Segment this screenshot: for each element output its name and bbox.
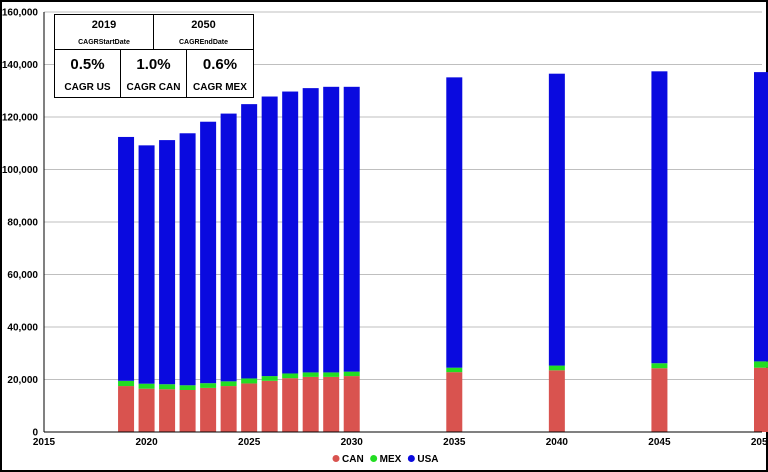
bar-mex-2020 (138, 383, 155, 389)
bar-mex-2040 (548, 365, 565, 371)
bar-can-2028 (302, 376, 319, 432)
legend-marker-usa (407, 455, 415, 462)
legend-label-usa: USA (417, 454, 438, 465)
bar-can-2035 (446, 372, 463, 432)
bar-usa-2019 (118, 136, 135, 381)
y-tick-label: 0 (32, 428, 38, 439)
bar-usa-2020 (138, 145, 155, 384)
bar-mex-2026 (261, 376, 278, 381)
bar-usa-2028 (302, 88, 319, 373)
bar-can-2023 (200, 387, 217, 432)
x-tick-label: 2030 (341, 437, 364, 448)
bar-mex-2023 (200, 383, 217, 388)
x-tick-label: 2040 (546, 437, 569, 448)
x-tick-label: 2015 (33, 437, 56, 448)
end-date-label: CAGREndDate (178, 38, 228, 46)
legend-label-can: CAN (342, 454, 364, 465)
y-tick-label: 40,000 (7, 323, 38, 334)
end-year: 2050 (191, 19, 216, 31)
bar-usa-2029 (323, 86, 340, 373)
x-tick-label: 2035 (443, 437, 466, 448)
y-tick-label: 60,000 (7, 270, 38, 281)
bar-usa-2021 (159, 140, 176, 385)
bar-mex-2022 (179, 385, 196, 390)
bar-can-2045 (651, 368, 668, 432)
legend-label-mex: MEX (380, 454, 402, 465)
cagr-can-label: CAGR CAN (121, 78, 187, 97)
bar-mex-2024 (220, 381, 237, 387)
bar-usa-2023 (200, 121, 217, 384)
bar-mex-2030 (343, 371, 360, 377)
cagr-us-label: CAGR US (55, 78, 121, 97)
bar-can-2022 (179, 390, 196, 432)
bar-usa-2050 (754, 72, 768, 362)
bar-can-2024 (220, 386, 237, 432)
x-tick-label: 2045 (648, 437, 671, 448)
bar-mex-2050 (754, 361, 768, 368)
bar-usa-2040 (548, 73, 565, 366)
bar-mex-2035 (446, 367, 463, 373)
bar-usa-2025 (241, 104, 258, 379)
bar-can-2030 (343, 376, 360, 432)
start-date-label: CAGRStartDate (55, 35, 154, 49)
legend-marker-can (332, 455, 340, 462)
cagr-mex-value: 0.6% (202, 55, 238, 73)
bar-usa-2022 (179, 133, 196, 386)
bar-usa-2024 (220, 113, 237, 382)
y-tick-label: 140,000 (2, 60, 39, 71)
bar-mex-2045 (651, 363, 668, 369)
bar-mex-2027 (282, 373, 299, 379)
bar-can-2050 (754, 367, 768, 432)
bar-can-2025 (241, 383, 258, 432)
bar-usa-2027 (282, 91, 299, 374)
x-tick-label: 2025 (238, 437, 261, 448)
x-tick-label: 2050 (751, 437, 768, 448)
y-tick-label: 80,000 (7, 218, 38, 229)
bar-mex-2028 (302, 372, 319, 377)
bar-mex-2025 (241, 378, 258, 384)
bar-mex-2029 (323, 372, 340, 377)
bar-usa-2026 (261, 96, 278, 377)
bar-can-2027 (282, 378, 299, 432)
bar-usa-2030 (343, 86, 360, 372)
bar-mex-2021 (159, 384, 176, 390)
bar-mex-2019 (118, 380, 135, 387)
cagr-mex-label: CAGR MEX (193, 82, 247, 93)
y-tick-label: 100,000 (2, 165, 39, 176)
x-tick-label: 2020 (135, 437, 158, 448)
bar-can-2026 (261, 380, 278, 432)
legend-marker-mex (370, 455, 378, 462)
bar-can-2019 (118, 386, 135, 432)
y-tick-label: 160,000 (2, 8, 39, 19)
bar-usa-2045 (651, 71, 668, 364)
bar-can-2020 (138, 388, 155, 432)
start-year: 2019 (55, 15, 154, 35)
bar-usa-2035 (446, 77, 463, 368)
y-tick-label: 20,000 (7, 375, 38, 386)
cagr-can-value: 1.0% (121, 50, 187, 78)
y-tick-label: 120,000 (2, 113, 39, 124)
cagr-us-value: 0.5% (55, 50, 121, 78)
cagr-summary-table: 2019 2050 CAGRStartDate CAGREndDate 0.5%… (54, 14, 254, 98)
bar-can-2040 (548, 370, 565, 432)
bar-can-2021 (159, 389, 176, 432)
bar-can-2029 (323, 376, 340, 432)
